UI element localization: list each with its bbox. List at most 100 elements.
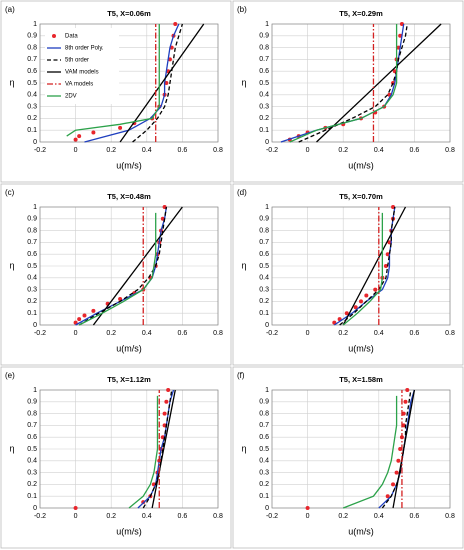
chart-title: T5, X=1.12m: [107, 375, 151, 384]
x-tick-label: 0: [306, 330, 310, 337]
legend-label: VAM models: [65, 70, 99, 76]
y-tick-label: 0.3: [27, 469, 37, 476]
x-tick-label: 0.4: [374, 147, 384, 154]
plot-frame: [271, 23, 451, 143]
y-tick-label: 0.5: [259, 80, 269, 87]
panel-frame: [0, 183, 232, 366]
y-tick-label: 0.1: [259, 310, 269, 317]
chart-title: T5, X=0.06m: [107, 9, 151, 18]
y-tick-label: 0: [33, 322, 37, 329]
y-tick-label: 0.6: [27, 434, 37, 441]
y-tick-label: 1: [265, 387, 269, 394]
x-tick-label: -0.2: [34, 513, 46, 520]
series-line: [298, 23, 408, 143]
y-tick-label: 0.3: [27, 286, 37, 293]
panel: (a) T5, X=0.06m-0.2 0 0.2 0.4 0.6 0.800.10.20.…: [0, 0, 232, 183]
y-tick-label: 0.7: [27, 239, 37, 246]
panel-frame: [232, 0, 464, 183]
y-tick-label: 0: [265, 322, 269, 329]
y-tick-label: 0.4: [259, 275, 269, 282]
x-tick-label: 0: [74, 147, 78, 154]
series-line: [342, 212, 384, 326]
panel-frame: [232, 183, 464, 366]
x-tick-label: 0.4: [142, 147, 152, 154]
x-tick-label: 0: [306, 513, 310, 520]
data-point: [394, 470, 399, 475]
x-tick-label: 0.6: [178, 147, 188, 154]
y-tick-label: 0.7: [27, 422, 37, 429]
y-tick-label: 0.6: [259, 434, 269, 441]
panel: (c) T5, X=0.48m-0.2 0 0.2 0.4 0.6 0.800.10.20.…: [0, 183, 232, 366]
y-tick-label: 0.3: [259, 103, 269, 110]
x-tick-label: 0.8: [213, 513, 223, 520]
x-axis-label: u(m/s): [348, 343, 374, 353]
y-tick-label: 0.1: [259, 127, 269, 134]
x-tick-label: 0.8: [445, 147, 455, 154]
data-point: [391, 482, 396, 487]
panel: (b) T5, X=0.29m-0.2 0 0.2 0.4 0.6 0.800.10.20.…: [232, 0, 464, 183]
legend-box: [45, 28, 119, 104]
y-tick-label: 0.7: [259, 239, 269, 246]
data-point: [373, 287, 378, 292]
x-tick-label: 0.6: [410, 330, 420, 337]
series-line: [381, 389, 412, 509]
x-tick-label: 0.6: [410, 513, 420, 520]
y-tick-label: 1: [33, 21, 37, 28]
plot-frame: [39, 23, 219, 143]
y-tick-label: 0.9: [259, 216, 269, 223]
y-tick-label: 0: [33, 505, 37, 512]
y-tick-label: 0.5: [27, 263, 37, 270]
x-axis-label: u(m/s): [116, 160, 142, 170]
y-tick-label: 0: [265, 505, 269, 512]
y-tick-label: 0.8: [27, 227, 37, 234]
y-tick-label: 0.2: [259, 298, 269, 305]
y-tick-label: 1: [265, 21, 269, 28]
series-line: [78, 206, 168, 326]
x-axis-label: u(m/s): [348, 526, 374, 536]
data-point: [385, 494, 390, 499]
y-tick-label: 0: [33, 139, 37, 146]
y-tick-label: 0.5: [259, 446, 269, 453]
x-tick-label: -0.2: [266, 147, 278, 154]
data-point: [73, 137, 78, 142]
y-tick-label: 0.8: [259, 227, 269, 234]
x-tick-label: 0.2: [106, 147, 116, 154]
y-tick-label: 0.1: [27, 310, 37, 317]
x-tick-label: 0.6: [410, 147, 420, 154]
y-tick-label: 0.6: [259, 68, 269, 75]
chart-title: T5, X=0.48m: [107, 192, 151, 201]
x-axis-label: u(m/s): [116, 343, 142, 353]
y-tick-label: 0.6: [27, 68, 37, 75]
panel-label: (a): [5, 5, 15, 14]
x-tick-label: 0.4: [374, 513, 384, 520]
panel: (d) T5, X=0.70m-0.2 0 0.2 0.4 0.6 0.800.10.20.…: [232, 183, 464, 366]
panel: (f) T5, X=1.58m-0.2 0 0.2 0.4 0.6 0.800.10.20.…: [232, 366, 464, 549]
y-tick-label: 0.2: [27, 115, 37, 122]
x-tick-label: 0.8: [213, 147, 223, 154]
y-axis-label: η: [9, 443, 14, 453]
data-point: [401, 411, 406, 416]
data-point: [77, 134, 82, 139]
y-tick-label: 0.2: [259, 481, 269, 488]
series-line: [66, 24, 160, 137]
data-point: [405, 388, 410, 392]
y-tick-label: 0.6: [27, 251, 37, 258]
y-tick-label: 0.9: [27, 399, 37, 406]
data-point: [353, 305, 358, 310]
y-tick-label: 0.8: [259, 44, 269, 51]
data-point: [383, 264, 388, 268]
data-point: [396, 458, 401, 463]
data-point: [403, 399, 408, 404]
x-tick-label: 0: [306, 147, 310, 154]
y-tick-label: 0.3: [27, 103, 37, 110]
panel-label: (f): [237, 371, 245, 380]
panel-frame: [232, 366, 464, 549]
y-tick-label: 1: [33, 204, 37, 211]
legend-label: VA models: [65, 82, 93, 88]
data-point: [305, 506, 310, 510]
x-tick-label: -0.2: [266, 513, 278, 520]
data-point: [162, 411, 167, 416]
y-tick-label: 0.8: [259, 410, 269, 417]
series-line: [142, 389, 173, 509]
